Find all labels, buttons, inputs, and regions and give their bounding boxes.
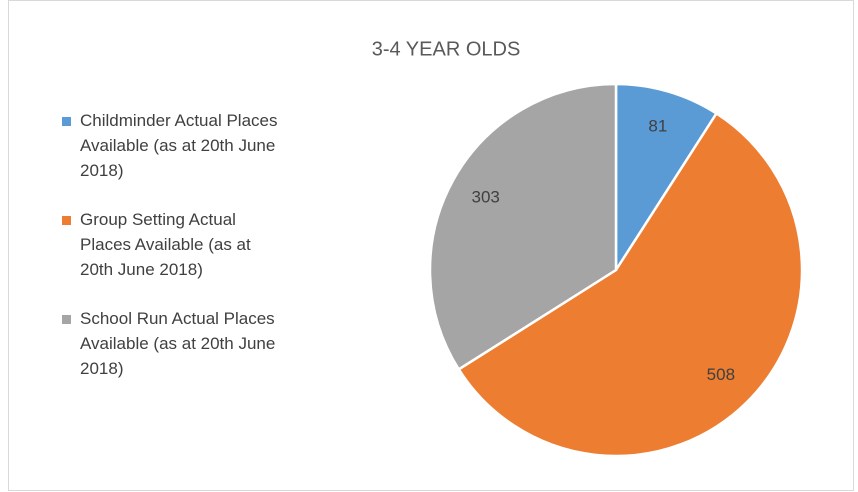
legend-swatch: [62, 117, 71, 126]
legend: Childminder Actual Places Available (as …: [62, 108, 282, 405]
legend-label: School Run Actual Places Available (as a…: [80, 309, 276, 378]
chart-title: 3-4 YEAR OLDS: [372, 38, 521, 60]
legend-item: Group Setting Actual Places Available (a…: [62, 207, 285, 282]
data-label: 81: [648, 117, 667, 136]
legend-label: Group Setting Actual Places Available (a…: [80, 210, 251, 279]
pie-slice: [457, 111, 804, 458]
legend-swatch: [62, 216, 71, 225]
legend-item: School Run Actual Places Available (as a…: [62, 306, 285, 381]
legend-swatch: [62, 315, 71, 324]
pie-slice: [428, 82, 618, 372]
pie-slice: [614, 82, 719, 275]
legend-item: Childminder Actual Places Available (as …: [62, 108, 285, 183]
data-label: 508: [707, 365, 735, 384]
legend-label: Childminder Actual Places Available (as …: [80, 111, 278, 180]
data-label: 303: [471, 188, 499, 207]
